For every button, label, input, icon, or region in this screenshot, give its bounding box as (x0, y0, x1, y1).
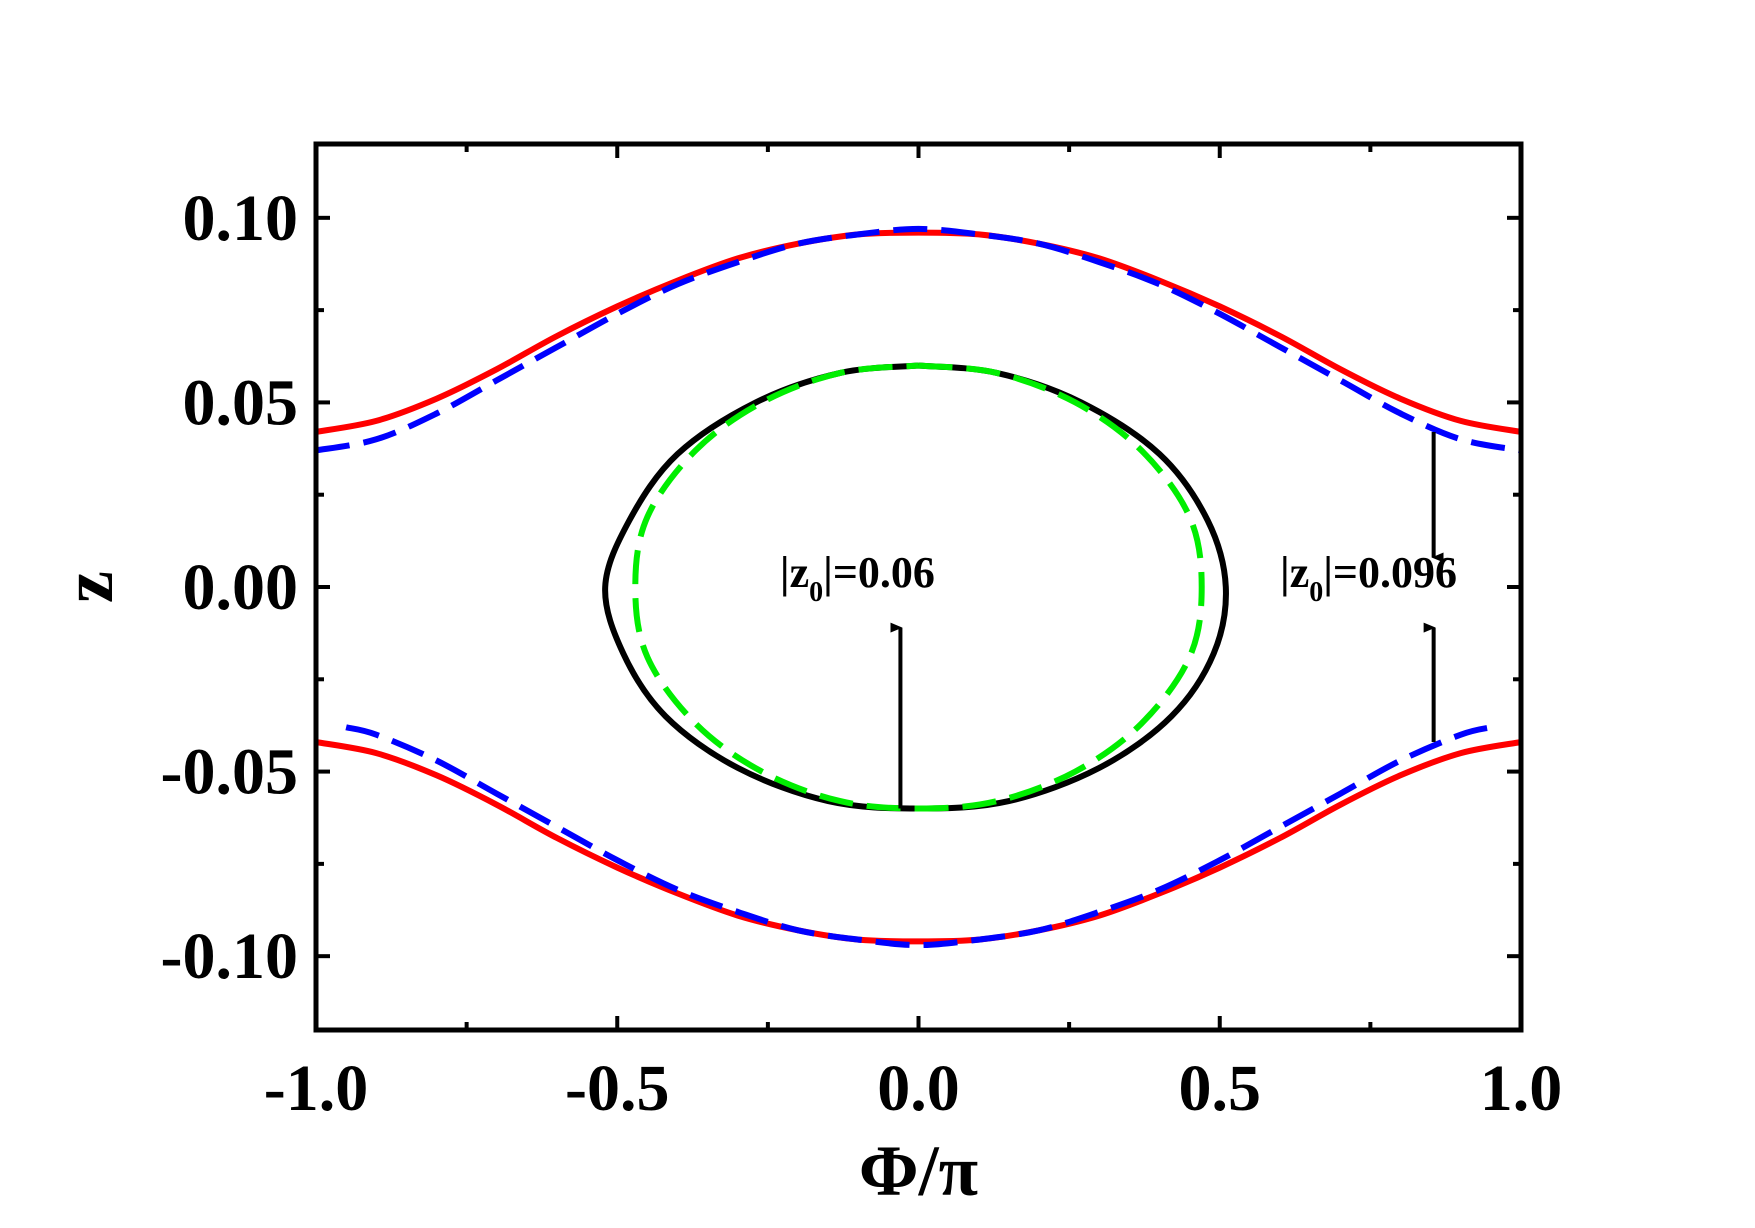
y-tick-label: 0.10 (183, 182, 299, 255)
series-line-4 (345, 724, 1492, 949)
y-tick-label: 0.00 (183, 551, 299, 624)
annotation-suffix: |=0.06 (823, 548, 935, 597)
series-line-1 (315, 229, 1522, 435)
x-tick-label: -1.0 (264, 1052, 368, 1125)
tick-label-layer: -1.0 -0.5 0.0 0.5 1.0 0.10 0.05 0.00 -0.05 -0.10 (161, 182, 1563, 1125)
annotation-1: |z0|=0.06 (780, 548, 935, 608)
x-tick-label: 0.0 (877, 1052, 960, 1125)
y-axis-label: z (48, 571, 128, 603)
y-tick-label: -0.05 (161, 736, 298, 809)
arrow-layer (890, 431, 1444, 809)
annotation-suffix: |=0.096 (1323, 548, 1457, 597)
series-line-2 (315, 739, 1522, 945)
x-tick-label: 1.0 (1480, 1052, 1563, 1125)
x-axis-label: Φ/π (859, 1131, 978, 1211)
series-line-6 (632, 362, 1205, 812)
annotation-prefix: |z (1280, 548, 1309, 597)
annotation-subscript: 0 (1309, 577, 1323, 608)
x-tick-label: 0.5 (1179, 1052, 1262, 1125)
tick-layer (314, 144, 1523, 1030)
series-layer (315, 225, 1522, 949)
y-tick-label: 0.05 (183, 366, 299, 439)
annotation-prefix: |z (780, 548, 809, 597)
x-tick-label: -0.5 (565, 1052, 669, 1125)
annotation-subscript: 0 (809, 577, 823, 608)
series-line-3 (315, 225, 1522, 454)
y-tick-label: -0.10 (161, 920, 298, 993)
annotation-2: |z0|=0.096 (1280, 548, 1457, 608)
annotation-layer: |z0|=0.06 |z0|=0.096 (780, 548, 1457, 608)
